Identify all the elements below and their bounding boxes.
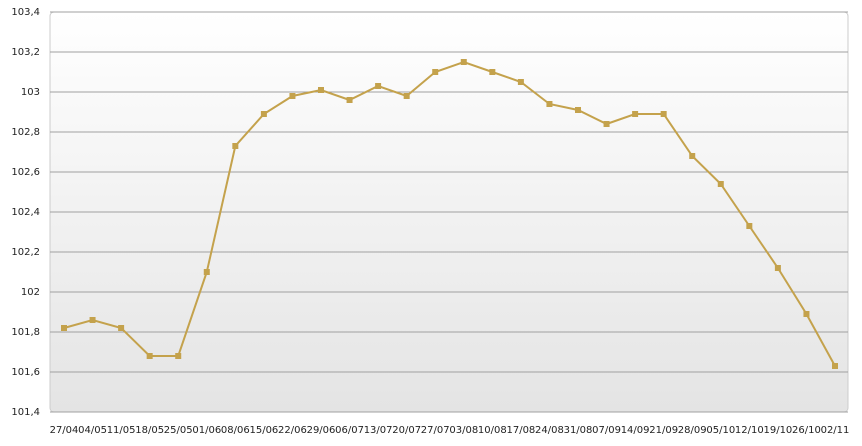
- x-tick-label: 07/09: [592, 425, 621, 436]
- point: [460, 59, 467, 65]
- x-tick-label: 03/08: [449, 425, 478, 436]
- point: [346, 97, 353, 103]
- y-tick-label: 102,4: [11, 207, 40, 218]
- x-tick-label: 29/06: [307, 425, 336, 436]
- y-tick-label: 102,8: [11, 127, 40, 138]
- point: [832, 363, 838, 369]
- x-tick-label: 27/07: [421, 425, 450, 436]
- x-tick-label: 21/09: [649, 425, 678, 436]
- x-tick-label: 15/06: [249, 425, 278, 436]
- x-tick-label: 24/08: [535, 425, 564, 436]
- x-tick-label: 27/04: [50, 425, 79, 436]
- x-tick-label: 25/05: [164, 425, 193, 436]
- x-tick-label: 22/06: [278, 425, 307, 436]
- y-tick-label: 103,4: [11, 7, 40, 18]
- y-tick-label: 103: [21, 87, 40, 98]
- point: [118, 325, 125, 331]
- point: [517, 79, 524, 85]
- x-tick-label: 31/08: [564, 425, 593, 436]
- point: [632, 111, 639, 117]
- point: [375, 83, 382, 89]
- x-tick-label: 12/10: [735, 425, 764, 436]
- y-tick-label: 101,4: [11, 407, 40, 418]
- point: [318, 87, 324, 93]
- point: [260, 111, 267, 117]
- x-tick-label: 04/05: [78, 425, 107, 436]
- point: [175, 353, 182, 359]
- point: [746, 223, 753, 229]
- x-tick-label: 11/05: [107, 425, 136, 436]
- point: [432, 69, 439, 75]
- x-tick-label: 02/11: [821, 425, 850, 436]
- point: [203, 269, 210, 275]
- point: [575, 107, 581, 113]
- point: [603, 121, 610, 127]
- point: [489, 69, 496, 75]
- point: [403, 93, 410, 99]
- point: [289, 93, 296, 99]
- point: [61, 325, 67, 331]
- point: [774, 265, 781, 271]
- x-tick-label: 28/09: [678, 425, 707, 436]
- point: [803, 311, 810, 317]
- point: [546, 101, 553, 107]
- point: [89, 317, 96, 323]
- x-tick-label: 10/08: [478, 425, 507, 436]
- y-tick-label: 102,6: [11, 167, 40, 178]
- x-tick-label: 19/10: [763, 425, 792, 436]
- point: [717, 181, 724, 187]
- point: [232, 143, 239, 149]
- y-tick-label: 101,8: [11, 327, 40, 338]
- line: [63, 60, 836, 367]
- point: [689, 153, 696, 159]
- x-tick-label: 14/09: [621, 425, 650, 436]
- x-tick-label: 06/07: [335, 425, 364, 436]
- x-tick-label: 01/06: [192, 425, 221, 436]
- x-tick-label: 26/10: [792, 425, 821, 436]
- y-tick-label: 103,2: [11, 47, 40, 58]
- x-tick-label: 05/10: [706, 425, 735, 436]
- x-tick-label: 08/06: [221, 425, 250, 436]
- y-tick-label: 102: [21, 287, 40, 298]
- x-tick-label: 20/07: [392, 425, 421, 436]
- y-tick-label: 102,2: [11, 247, 40, 258]
- y-tick-label: 101,6: [11, 367, 40, 378]
- point: [146, 353, 153, 359]
- x-tick-label: 18/05: [135, 425, 164, 436]
- x-tick-label: 13/07: [364, 425, 393, 436]
- point: [660, 111, 667, 117]
- x-tick-label: 17/08: [506, 425, 535, 436]
